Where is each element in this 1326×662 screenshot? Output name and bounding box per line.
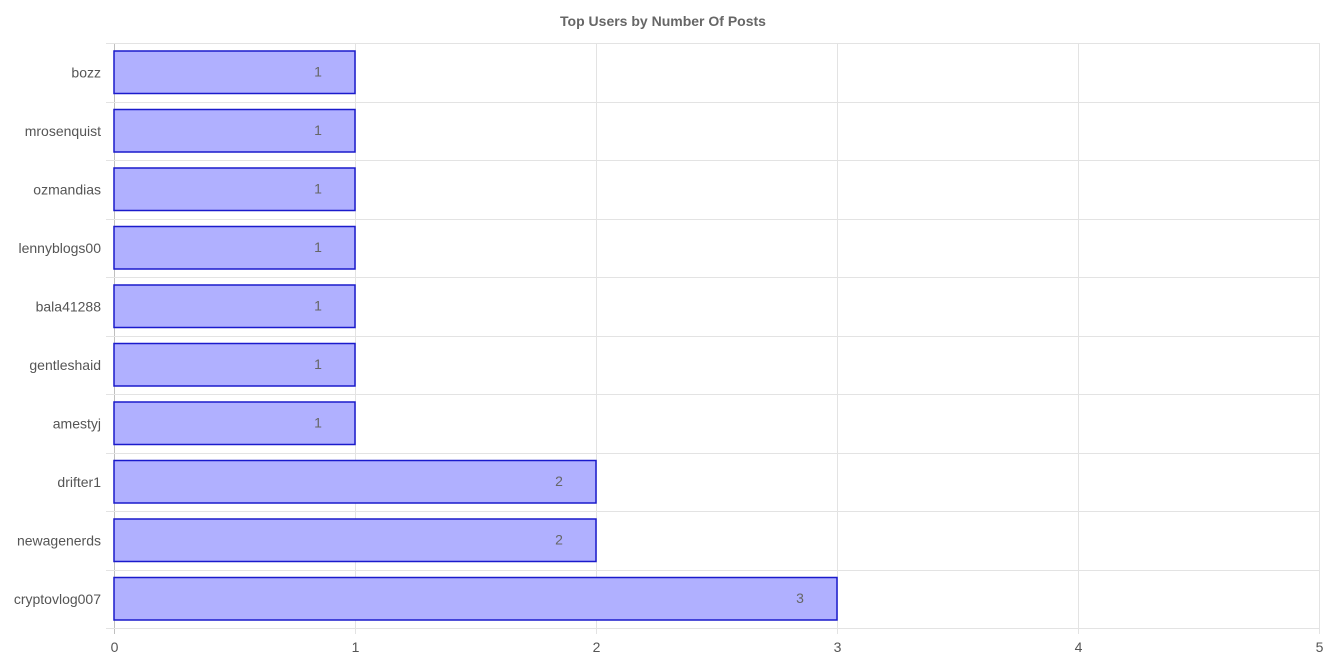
- x-tick-label: 2: [593, 639, 601, 655]
- chart-title: Top Users by Number Of Posts: [560, 13, 766, 29]
- data-label-lennyblogs00: 1: [314, 239, 322, 255]
- category-label-bala41288: bala41288: [36, 298, 102, 314]
- bar-drifter1[interactable]: [113, 459, 597, 504]
- bars-layer: [113, 50, 838, 621]
- x-tick-label: 3: [834, 639, 842, 655]
- bar-cryptovlog007[interactable]: [113, 576, 838, 621]
- grid-layer: [106, 43, 1320, 634]
- data-label-drifter1: 2: [555, 473, 563, 489]
- category-label-mrosenquist: mrosenquist: [25, 123, 101, 139]
- bar-bala41288[interactable]: [113, 284, 356, 329]
- x-tick-label: 0: [111, 639, 119, 655]
- x-tick-label: 1: [352, 639, 360, 655]
- data-label-newagenerds: 2: [555, 531, 563, 547]
- bar-newagenerds[interactable]: [113, 518, 597, 563]
- bar-mrosenquist[interactable]: [113, 108, 356, 153]
- category-label-drifter1: drifter1: [57, 474, 101, 490]
- data-label-mrosenquist: 1: [314, 122, 322, 138]
- data-label-gentleshaid: 1: [314, 356, 322, 372]
- axis-layer: 0 1 2 3 4 5: [111, 639, 1324, 655]
- bar-ozmandias[interactable]: [113, 167, 356, 212]
- bar-gentleshaid[interactable]: [113, 342, 356, 387]
- category-label-newagenerds: newagenerds: [17, 532, 101, 548]
- bar-amestyj[interactable]: [113, 401, 356, 446]
- category-label-bozz: bozz: [71, 64, 101, 80]
- category-label-gentleshaid: gentleshaid: [29, 357, 101, 373]
- category-label-ozmandias: ozmandias: [33, 181, 101, 197]
- data-label-cryptovlog007: 3: [796, 590, 804, 606]
- x-tick-label: 5: [1316, 639, 1324, 655]
- data-label-ozmandias: 1: [314, 180, 322, 196]
- labels-layer: bozz 1 mrosenquist 1 ozmandias 1 lennyblogs00 1…: [14, 63, 804, 607]
- category-label-lennyblogs00: lennyblogs00: [18, 240, 101, 256]
- category-label-cryptovlog007: cryptovlog007: [14, 591, 101, 607]
- data-label-amestyj: 1: [314, 414, 322, 430]
- data-label-bala41288: 1: [314, 297, 322, 313]
- bar-lennyblogs00[interactable]: [113, 225, 356, 270]
- x-tick-label: 4: [1075, 639, 1083, 655]
- bar-bozz[interactable]: [113, 50, 356, 95]
- category-label-amestyj: amestyj: [53, 415, 101, 431]
- data-label-bozz: 1: [314, 63, 322, 79]
